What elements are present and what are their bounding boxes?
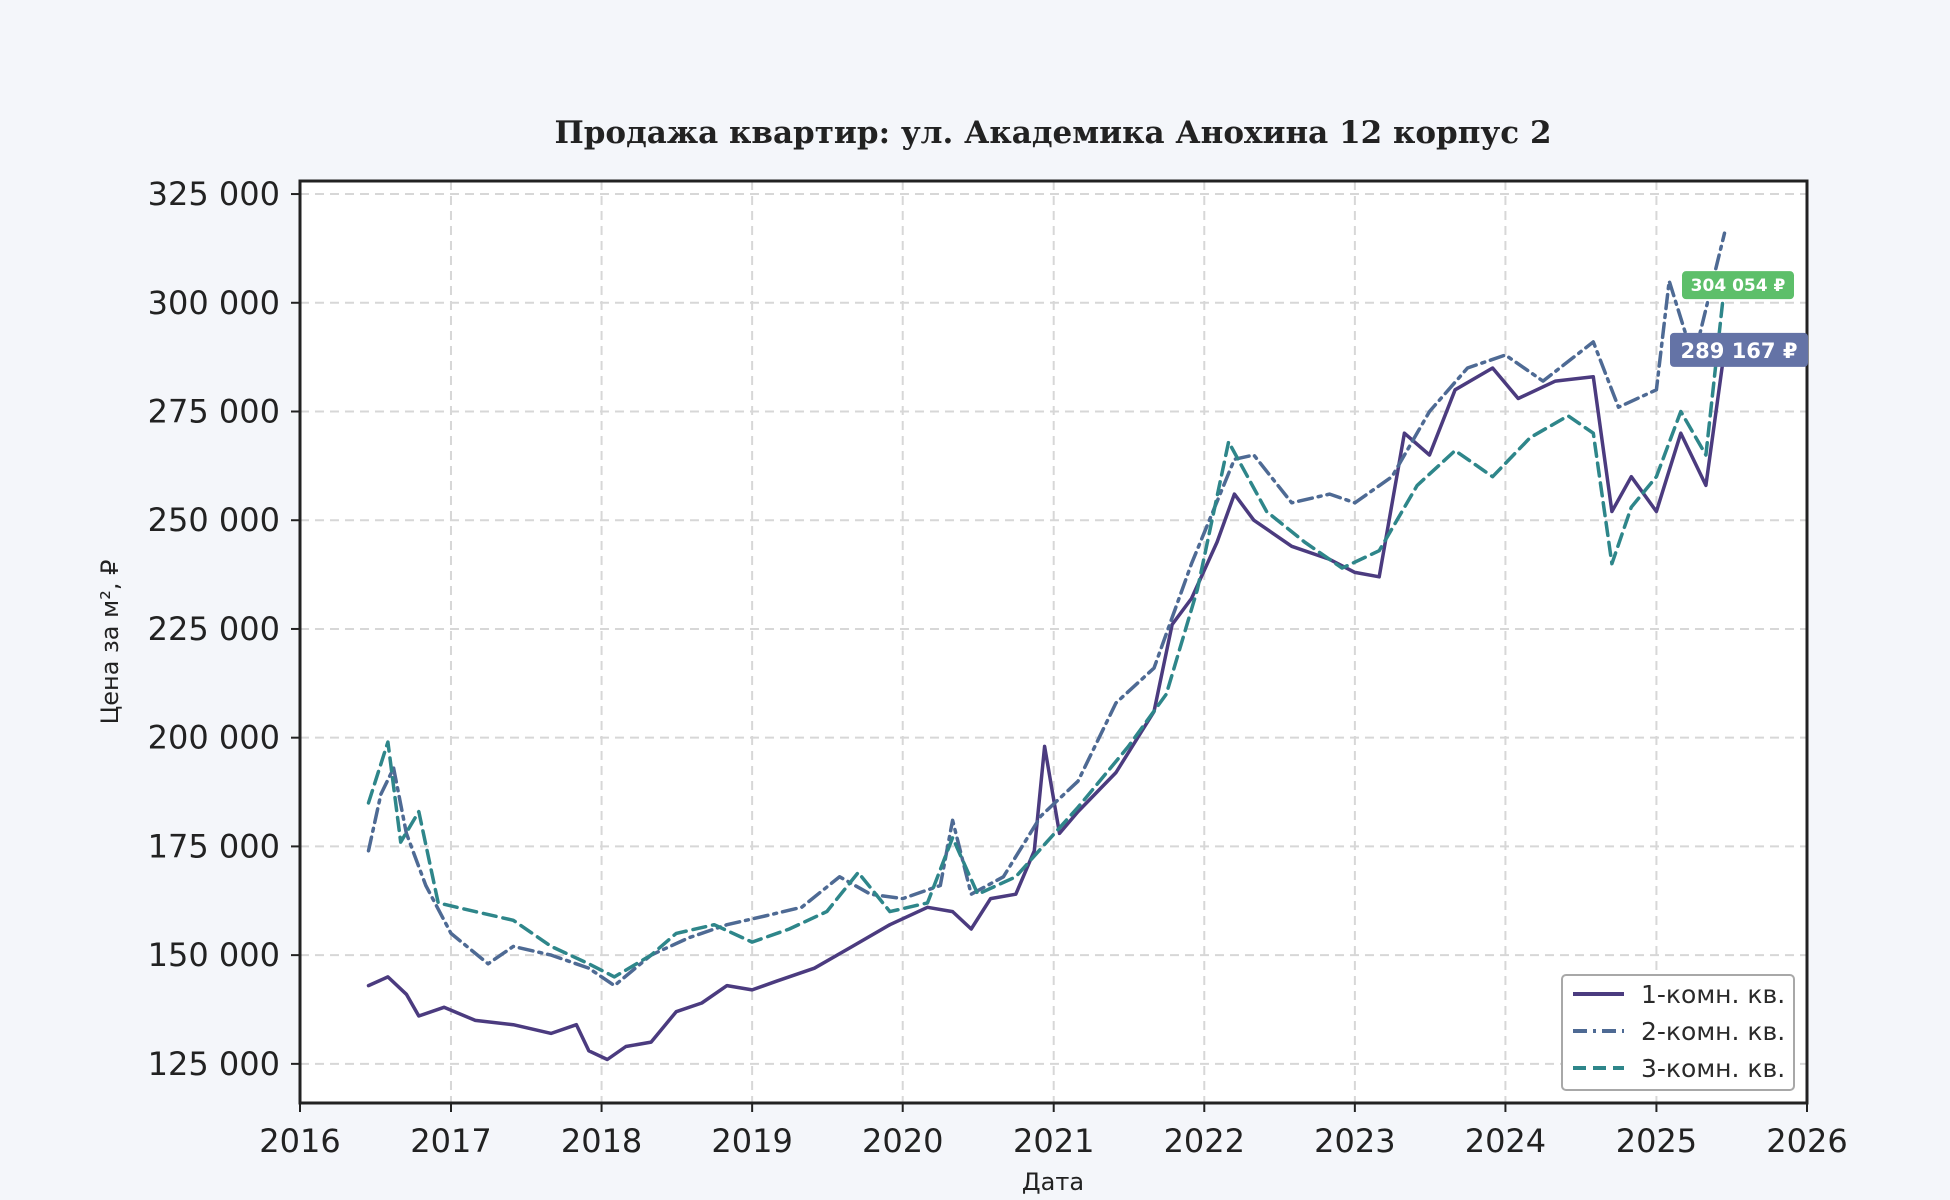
y-tick-label: 250 000 — [148, 501, 280, 539]
x-tick-label: 2019 — [711, 1122, 792, 1160]
legend-label: 3-комн. кв. — [1641, 1054, 1785, 1083]
x-tick-label: 2025 — [1616, 1122, 1697, 1160]
series-line — [366, 283, 1727, 979]
x-tick-label: 2017 — [410, 1122, 491, 1160]
series-line — [366, 348, 1727, 1062]
x-tick-label: 2016 — [259, 1122, 340, 1160]
chart-title: Продажа квартир: ул. Академика Анохина 1… — [554, 115, 1551, 151]
series-layer — [366, 231, 1727, 1062]
legend: 1-комн. кв. 2-комн. кв. 3-комн. кв. — [1561, 974, 1795, 1091]
x-tick-label: 2023 — [1314, 1122, 1395, 1160]
x-tick-label: 2024 — [1465, 1122, 1546, 1160]
badge-background — [1682, 271, 1794, 300]
y-tick-label: 150 000 — [148, 936, 280, 974]
legend-box — [1561, 974, 1795, 1091]
last-value-badge: 304 054 ₽ — [1682, 271, 1794, 300]
axes: 2016 2017 2018 2019 2020 2021 2022 2023 2024 2025… — [148, 175, 1848, 1160]
x-tick-label: 2022 — [1164, 1122, 1245, 1160]
y-axis-label: Цена за м², ₽ — [96, 560, 124, 725]
y-tick-label: 175 000 — [148, 827, 280, 865]
y-tick-label: 225 000 — [148, 610, 280, 648]
last-value-badge: 289 167 ₽ — [1670, 332, 1808, 367]
y-tick-label: 125 000 — [148, 1045, 280, 1083]
x-tick-label: 2021 — [1013, 1122, 1094, 1160]
y-tick-label: 275 000 — [148, 393, 280, 431]
badge-label: 289 167 ₽ — [1681, 339, 1798, 363]
y-tick-label: 325 000 — [148, 175, 280, 213]
y-tick-label: 200 000 — [148, 719, 280, 757]
x-tick-label: 2026 — [1766, 1122, 1847, 1160]
badge-label: 304 054 ₽ — [1691, 276, 1786, 296]
series-line — [366, 231, 1727, 988]
legend-label: 1-комн. кв. — [1641, 980, 1785, 1009]
legend-label: 2-комн. кв. — [1641, 1017, 1785, 1046]
x-tick-label: 2020 — [862, 1122, 943, 1160]
badge-background — [1670, 332, 1808, 367]
x-axis-label: Дата — [1022, 1168, 1084, 1196]
x-tick-label: 2018 — [561, 1122, 642, 1160]
last-value-labels: 304 054 ₽ 289 167 ₽ — [1670, 271, 1808, 367]
y-tick-label: 300 000 — [148, 284, 280, 322]
